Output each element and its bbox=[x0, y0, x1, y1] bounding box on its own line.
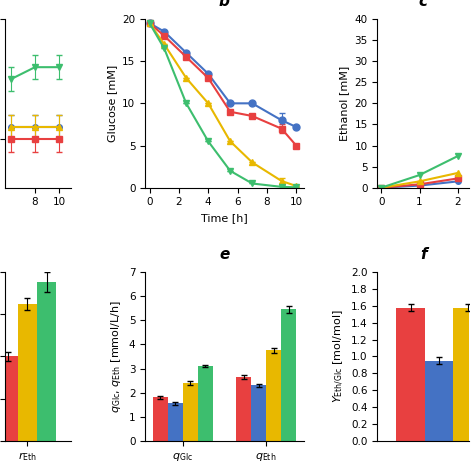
Bar bbox=[37, 282, 56, 441]
Text: f: f bbox=[420, 247, 427, 262]
Y-axis label: $q_{\mathrm{Glc}}$, $q_{\mathrm{Eth}}$ [mmol/L/h]: $q_{\mathrm{Glc}}$, $q_{\mathrm{Eth}}$ [… bbox=[109, 300, 123, 413]
Bar bbox=[0, 356, 18, 441]
X-axis label: Time [h]: Time [h] bbox=[201, 213, 248, 223]
Bar bbox=[281, 310, 296, 441]
Bar bbox=[153, 397, 168, 441]
Bar bbox=[168, 403, 182, 441]
Bar bbox=[396, 308, 425, 441]
Text: e: e bbox=[219, 247, 229, 262]
Bar bbox=[18, 304, 37, 441]
Text: c: c bbox=[419, 0, 428, 9]
Bar bbox=[454, 308, 474, 441]
Bar bbox=[251, 385, 266, 441]
Bar bbox=[198, 366, 213, 441]
Y-axis label: Glucose [mM]: Glucose [mM] bbox=[107, 65, 117, 142]
Bar bbox=[182, 383, 198, 441]
Bar bbox=[266, 350, 281, 441]
Bar bbox=[425, 361, 454, 441]
Bar bbox=[236, 377, 251, 441]
Y-axis label: Ethanol [mM]: Ethanol [mM] bbox=[339, 66, 349, 141]
Y-axis label: $Y_{\mathrm{Eth/Glc}}$ [mol/mol]: $Y_{\mathrm{Eth/Glc}}$ [mol/mol] bbox=[331, 310, 346, 403]
Text: b: b bbox=[219, 0, 230, 9]
